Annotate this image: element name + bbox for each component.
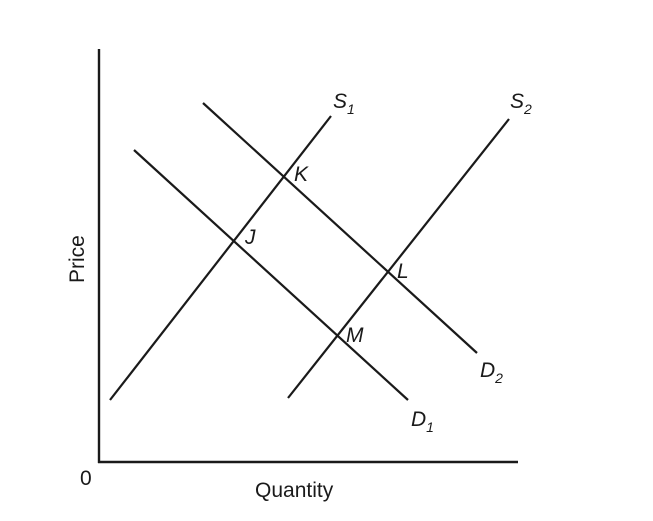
point-j-label: J [244,226,256,249]
s1-label: S1 [333,90,355,117]
point-k-label: K [294,163,309,186]
d2-label: D2 [480,359,503,386]
s2-label: S2 [510,90,532,117]
origin-label: 0 [80,467,92,490]
y-axis-title: Price [66,235,89,283]
demand-curve-d1 [133,149,409,401]
d1-label: D1 [411,408,434,435]
supply-curve-s2 [287,118,510,399]
x-axis-title: Quantity [255,479,334,502]
supply-curve-s1 [109,115,332,401]
demand-curve-d2 [202,102,478,354]
point-m-label: M [346,324,364,347]
point-l-label: L [397,260,409,283]
